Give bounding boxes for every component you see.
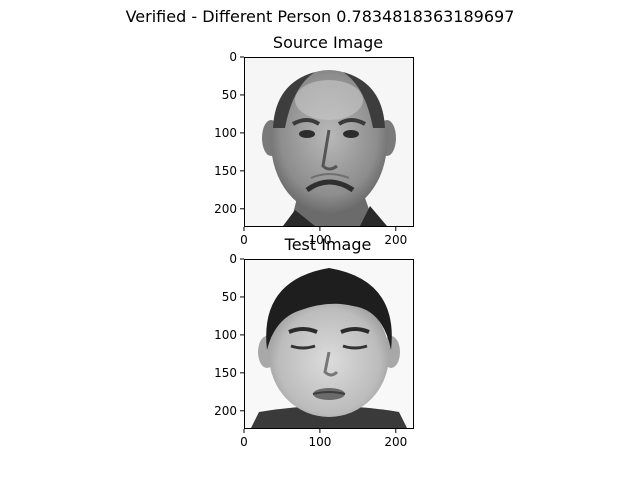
- source-ytick-label: 200: [214, 202, 237, 216]
- source-ytick-label: 100: [214, 126, 237, 140]
- test-xtick-label: 100: [308, 435, 331, 449]
- source-face-photo-icon: [245, 58, 413, 226]
- figure-suptitle: Verified - Different Person 0.7834818363…: [125, 7, 515, 26]
- test-image: [244, 259, 414, 429]
- test-ytick-label: 50: [222, 290, 237, 304]
- test-xtick-label: 200: [384, 435, 407, 449]
- source-ytick-label: 150: [214, 164, 237, 178]
- test-face-photo-icon: [245, 260, 413, 428]
- test-ytick-label: 200: [214, 404, 237, 418]
- source-ytick-label: 50: [222, 88, 237, 102]
- test-ytick-label: 100: [214, 328, 237, 342]
- source-image: [244, 57, 414, 227]
- test-ytick-label: 150: [214, 366, 237, 380]
- test-image-title: Test Image: [284, 235, 372, 254]
- source-image-title: Source Image: [272, 33, 384, 52]
- test-xtick-label: 0: [240, 435, 248, 449]
